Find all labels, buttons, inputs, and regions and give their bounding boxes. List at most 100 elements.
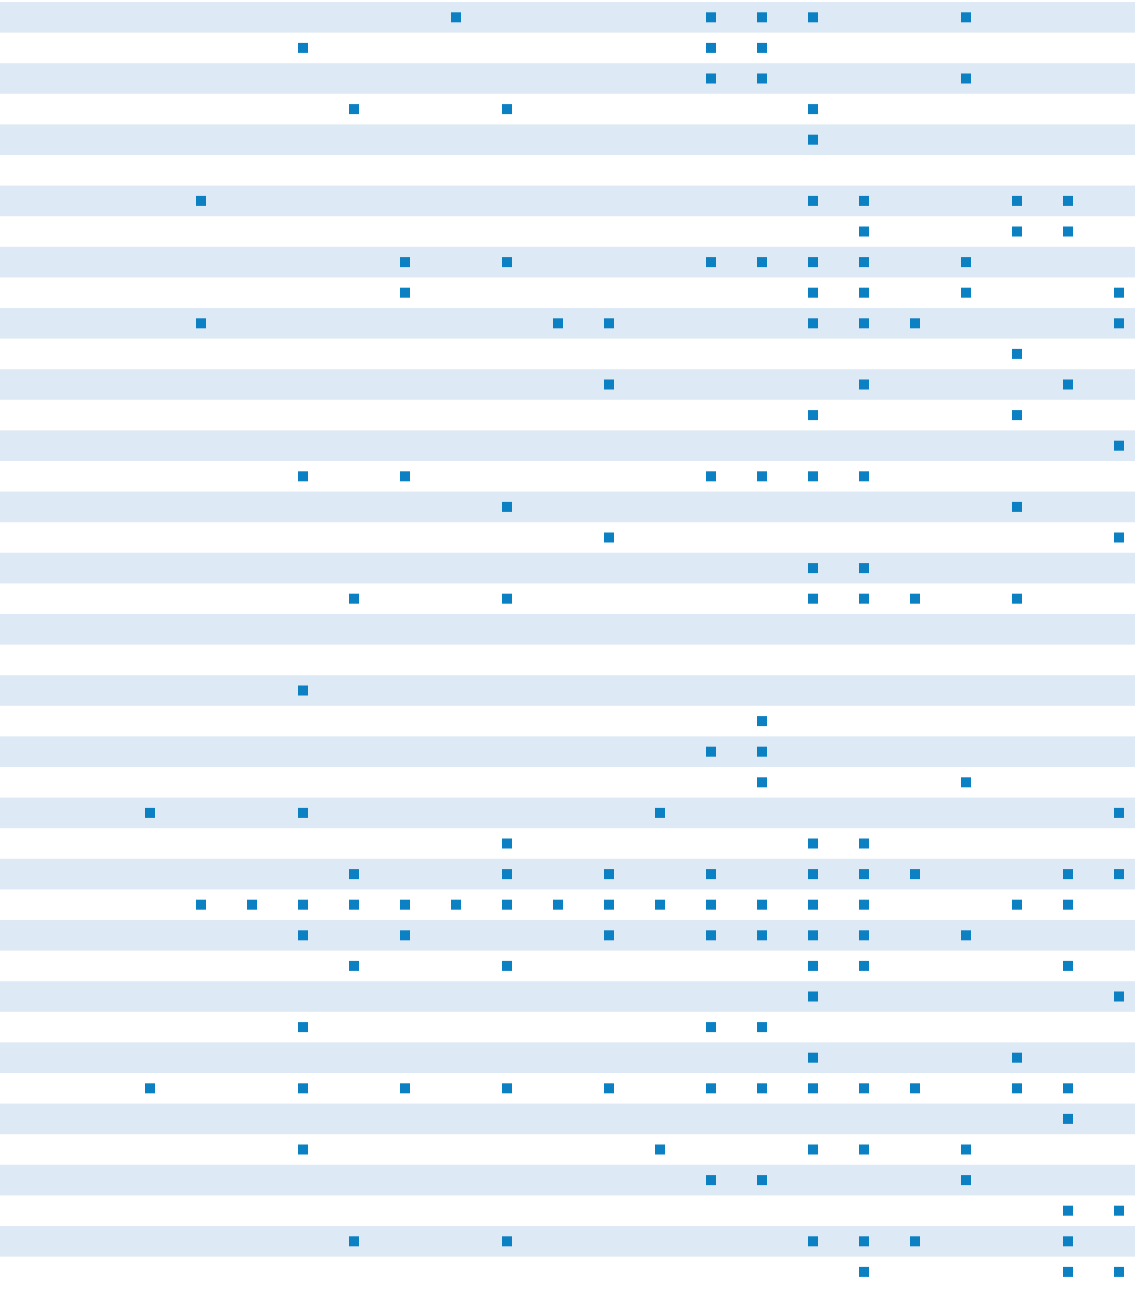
row-stripe — [0, 920, 1135, 951]
marker — [808, 930, 818, 941]
marker — [247, 899, 257, 910]
marker — [808, 593, 818, 604]
marker — [298, 1144, 308, 1155]
marker — [859, 1236, 869, 1247]
marker — [808, 899, 818, 910]
marker — [859, 471, 869, 482]
marker — [400, 899, 410, 910]
marker — [604, 930, 614, 941]
marker — [757, 930, 767, 941]
marker — [451, 899, 461, 910]
marker — [298, 899, 308, 910]
marker — [961, 777, 971, 788]
marker — [859, 869, 869, 880]
marker — [502, 960, 512, 971]
marker — [859, 226, 869, 237]
marker — [859, 838, 869, 849]
marker — [1063, 195, 1073, 206]
marker — [808, 195, 818, 206]
marker — [859, 257, 869, 268]
marker — [1063, 960, 1073, 971]
marker — [757, 257, 767, 268]
marker — [502, 838, 512, 849]
marker — [502, 1236, 512, 1247]
marker — [859, 287, 869, 298]
marker — [808, 471, 818, 482]
marker — [859, 593, 869, 604]
marker — [706, 899, 716, 910]
marker — [808, 960, 818, 971]
marker — [961, 930, 971, 941]
marker — [910, 1083, 920, 1094]
marker — [859, 1266, 869, 1277]
marker — [808, 869, 818, 880]
marker — [145, 807, 155, 818]
marker — [706, 930, 716, 941]
row-stripe — [0, 308, 1135, 339]
marker — [706, 73, 716, 84]
marker — [451, 12, 461, 23]
marker — [502, 1083, 512, 1094]
marker — [502, 869, 512, 880]
marker — [808, 410, 818, 421]
marker — [808, 991, 818, 1002]
marker — [604, 532, 614, 543]
row-stripe — [0, 736, 1135, 767]
marker — [1063, 1236, 1073, 1247]
marker — [1114, 318, 1124, 329]
row-stripe — [0, 63, 1135, 94]
marker — [757, 1175, 767, 1186]
marker — [757, 12, 767, 23]
marker — [706, 1083, 716, 1094]
marker — [298, 685, 308, 696]
marker — [757, 42, 767, 53]
marker — [298, 1083, 308, 1094]
marker — [553, 899, 563, 910]
row-stripe — [0, 858, 1135, 890]
row-stripe — [0, 675, 1135, 706]
marker — [961, 12, 971, 23]
marker — [349, 1236, 359, 1247]
marker — [196, 899, 206, 910]
marker — [808, 12, 818, 23]
marker — [1114, 807, 1124, 818]
marker — [706, 42, 716, 53]
marker — [604, 318, 614, 329]
row-stripe — [0, 1164, 1135, 1196]
marker — [757, 716, 767, 727]
marker — [502, 593, 512, 604]
marker — [1114, 532, 1124, 543]
marker — [1012, 1083, 1022, 1094]
marker — [349, 104, 359, 115]
marker — [706, 869, 716, 880]
marker — [298, 930, 308, 941]
marker — [298, 807, 308, 818]
marker — [808, 563, 818, 574]
marker — [910, 1236, 920, 1247]
marker — [604, 869, 614, 880]
marker — [604, 1083, 614, 1094]
marker — [1063, 226, 1073, 237]
marker — [298, 1022, 308, 1033]
row-stripe — [0, 797, 1135, 829]
marker — [859, 1144, 869, 1155]
marker — [706, 1022, 716, 1033]
marker — [961, 257, 971, 268]
marker — [1114, 869, 1124, 880]
row-stripe — [0, 981, 1135, 1012]
marker — [706, 12, 716, 23]
marker — [1063, 869, 1073, 880]
row-stripe — [0, 491, 1135, 523]
marker — [1012, 410, 1022, 421]
marker — [808, 1052, 818, 1063]
marker — [808, 134, 818, 145]
row-stripe — [0, 124, 1135, 155]
marker — [1114, 991, 1124, 1002]
marker — [655, 1144, 665, 1155]
marker — [1063, 1205, 1073, 1216]
marker — [553, 318, 563, 329]
row-stripe — [0, 185, 1135, 217]
marker — [604, 899, 614, 910]
marker — [859, 930, 869, 941]
